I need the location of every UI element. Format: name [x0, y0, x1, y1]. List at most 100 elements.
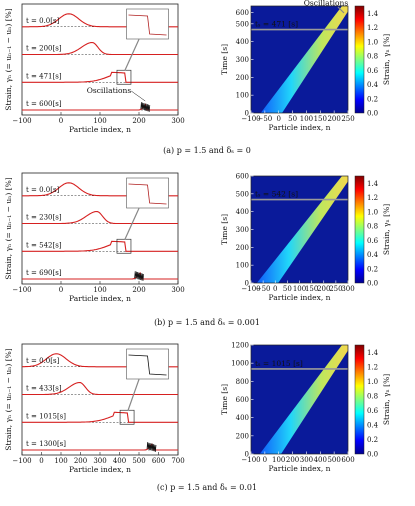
x-tick-label: −100 [241, 285, 260, 293]
subfigure-caption: (a) p = 1.5 and δₛ = 0 [163, 146, 251, 155]
y-axis-label: Strain, γₙ (= uₙ₋₁ − uₙ) [%] [4, 8, 13, 110]
x-axis-label: Particle index, n [269, 293, 331, 302]
y-tick-label: 0 [245, 451, 249, 459]
time-label: t = 200[s] [26, 45, 62, 53]
colorbar-tick-label: 1.2 [367, 364, 378, 372]
colorbar-tick-label: 0.0 [367, 280, 378, 288]
y-tick-label: 500 [236, 20, 249, 28]
x-tick-label: 50 [288, 115, 297, 123]
inset-pointer [124, 207, 140, 240]
y-tick-label: 1200 [231, 342, 249, 350]
y-tick-label: 100 [236, 262, 249, 270]
colorbar-tick-label: 0.6 [367, 237, 379, 245]
y-axis-label: Strain, γₙ (= uₙ₋₁ − uₙ) [%] [4, 177, 13, 279]
strain-curve [22, 71, 178, 83]
colorbar-tick-label: 0.0 [367, 110, 378, 118]
strain-band [256, 176, 348, 283]
x-tick-label: −100 [12, 117, 31, 125]
colorbar-tick-label: 1.0 [367, 208, 378, 216]
y-tick-label: 300 [236, 226, 249, 234]
time-label: t = 0.0[s] [26, 186, 60, 194]
x-tick-label: 100 [93, 117, 106, 125]
x-tick-label: 700 [171, 457, 184, 465]
zoom-box [116, 69, 132, 85]
x-tick-label: 0 [273, 285, 277, 293]
strain-curve [22, 210, 178, 225]
strain-curve [22, 240, 178, 252]
colorbar-tick-label: 1.2 [367, 24, 378, 32]
x-tick-label: 200 [132, 117, 145, 125]
time-label: t = 230[s] [26, 214, 62, 222]
y-tick-label: 400 [236, 414, 249, 422]
colorbar-tick-label: 1.4 [367, 349, 379, 357]
x-tick-label: −100 [241, 456, 260, 464]
y-tick-label: 1000 [231, 360, 249, 368]
time-label: t = 1015[s] [26, 412, 66, 420]
x-tick-label: 150 [314, 115, 327, 123]
y-tick-label: 500 [236, 190, 249, 198]
x-tick-label: −100 [241, 115, 260, 123]
x-tick-label: 250 [341, 115, 354, 123]
y-tick-label: 200 [236, 74, 249, 82]
oscillations-annotation: Oscillations [87, 86, 132, 95]
colorbar-tick-label: 0.8 [367, 53, 378, 61]
colorbar-tick-label: 1.4 [367, 180, 379, 188]
x-tick-label: 200 [286, 456, 299, 464]
x-tick-label: 600 [341, 456, 354, 464]
colorbar-tick-label: 1.2 [367, 194, 378, 202]
strain-curve [22, 411, 178, 423]
colorbar-tick-label: 0.6 [367, 67, 379, 75]
y-tick-label: 0 [245, 110, 249, 118]
x-tick-label: 250 [329, 285, 342, 293]
subfigure-caption: (b) p = 1.5 and δₛ = 0.001 [154, 318, 260, 327]
y-tick-label: 400 [236, 38, 249, 46]
y-tick-label: 100 [236, 92, 249, 100]
time-label: t = 471[s] [26, 72, 62, 80]
x-tick-label: 200 [317, 285, 330, 293]
time-label: t = 0.0[s] [26, 357, 60, 365]
x-tick-label: 400 [113, 457, 126, 465]
ts-label: tₛ = 1015 [s] [255, 359, 303, 368]
x-tick-label: 0 [59, 286, 63, 294]
oscillation-burst [140, 102, 151, 112]
strain-band [260, 6, 348, 113]
x-tick-label: −100 [12, 286, 31, 294]
annotation-arrow [131, 90, 146, 102]
colorbar [354, 5, 365, 114]
colorbar-tick-label: 0.8 [367, 223, 378, 231]
inset-curve [128, 14, 167, 36]
oscillations-annotation: Oscillations [304, 0, 349, 8]
x-tick-label: 500 [327, 456, 340, 464]
x-tick-label: 100 [93, 286, 106, 294]
x-axis-label: Particle index, n [69, 294, 131, 303]
colorbar-tick-label: 0.0 [367, 451, 378, 459]
x-tick-label: 500 [132, 457, 145, 465]
x-tick-label: 200 [132, 286, 145, 294]
colorbar-tick-label: 0.2 [367, 436, 378, 444]
inset-pointer [124, 38, 140, 71]
colorbar-label: Strain, γₙ [%] [382, 374, 391, 425]
annotation-arrow [337, 6, 345, 14]
oscillation-burst [146, 442, 157, 452]
time-label: t = 1300[s] [26, 440, 66, 448]
time-label: t = 433[s] [26, 385, 62, 393]
colorbar-tick-label: 1.0 [367, 38, 378, 46]
time-label: t = 690[s] [26, 269, 62, 277]
colorbar-tick-label: 0.4 [367, 81, 379, 89]
y-tick-label: 200 [236, 432, 249, 440]
x-tick-label: 300 [341, 285, 354, 293]
x-tick-label: 300 [300, 456, 313, 464]
colorbar-label: Strain, γₙ [%] [382, 34, 391, 85]
x-tick-label: 0 [276, 115, 280, 123]
colorbar-tick-label: 0.2 [367, 95, 378, 103]
colorbar-tick-label: 0.4 [367, 251, 379, 259]
colorbar-tick-label: 0.8 [367, 393, 378, 401]
colorbar [354, 344, 365, 455]
x-tick-label: 400 [314, 456, 327, 464]
strain-curve [22, 381, 178, 396]
colorbar-tick-label: 1.4 [367, 10, 379, 18]
x-tick-label: 300 [93, 457, 106, 465]
x-tick-label: 100 [293, 285, 306, 293]
x-tick-label: 300 [171, 117, 184, 125]
